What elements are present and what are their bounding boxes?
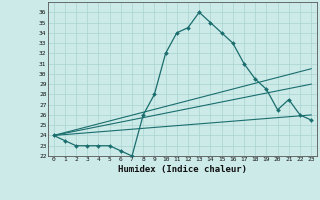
X-axis label: Humidex (Indice chaleur): Humidex (Indice chaleur): [118, 165, 247, 174]
